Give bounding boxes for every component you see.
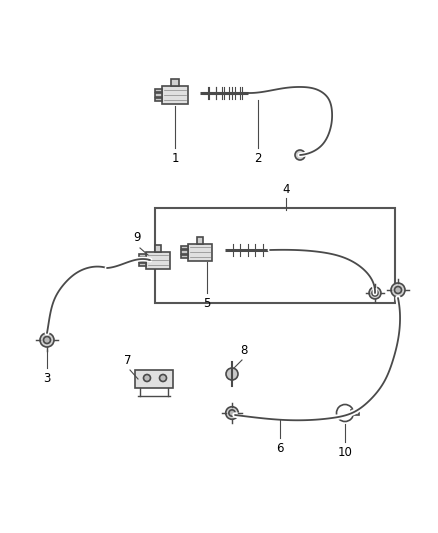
Bar — [188, 244, 212, 261]
Bar — [146, 252, 170, 269]
Circle shape — [226, 407, 238, 419]
Bar — [181, 251, 188, 254]
Circle shape — [229, 410, 235, 416]
Bar — [197, 237, 203, 244]
Bar — [155, 208, 395, 303]
Circle shape — [43, 336, 50, 343]
Text: 9: 9 — [133, 231, 141, 244]
Bar — [139, 263, 146, 266]
Text: 1: 1 — [171, 152, 179, 165]
Circle shape — [144, 375, 151, 382]
Bar — [181, 255, 188, 258]
Circle shape — [159, 375, 166, 382]
Bar — [139, 254, 146, 257]
Bar — [350, 410, 359, 415]
Bar — [155, 245, 161, 252]
Circle shape — [369, 287, 381, 299]
Bar — [155, 98, 162, 101]
Bar — [181, 246, 188, 249]
Bar — [162, 86, 187, 104]
Text: 5: 5 — [203, 297, 211, 310]
Circle shape — [372, 290, 378, 296]
Bar — [155, 93, 162, 97]
Text: 7: 7 — [124, 354, 132, 367]
Bar — [155, 88, 162, 92]
Text: 3: 3 — [43, 372, 51, 385]
Text: 8: 8 — [240, 344, 247, 357]
Circle shape — [391, 283, 405, 297]
Text: 4: 4 — [282, 183, 290, 196]
Text: 10: 10 — [338, 446, 353, 459]
Bar — [171, 79, 179, 86]
Text: 6: 6 — [276, 442, 284, 455]
Circle shape — [40, 333, 54, 347]
Circle shape — [395, 287, 402, 294]
Bar — [135, 370, 173, 388]
Circle shape — [226, 368, 238, 380]
Text: 2: 2 — [254, 152, 262, 165]
Bar — [139, 259, 146, 262]
Circle shape — [295, 150, 305, 160]
